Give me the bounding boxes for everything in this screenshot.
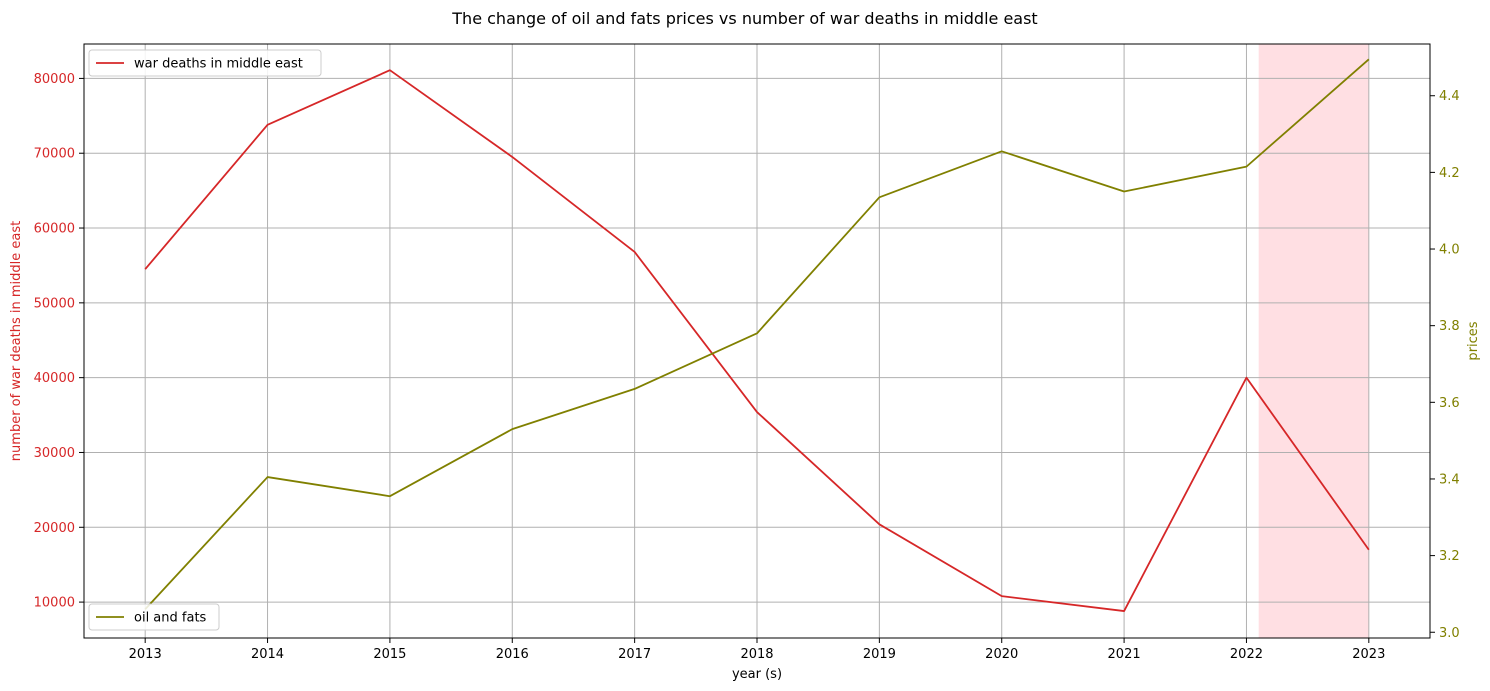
- chart-title: The change of oil and fats prices vs num…: [451, 9, 1037, 28]
- x-tick-label: 2015: [373, 647, 406, 662]
- x-tick-label: 2017: [618, 647, 651, 662]
- y-right-tick-label: 3.8: [1439, 319, 1460, 334]
- legend-layer: war deaths in middle east oil and fats: [88, 49, 322, 631]
- legend-oil-and-fats-label: oil and fats: [134, 611, 207, 626]
- series-line-oil-and-fats: [144, 58, 1370, 610]
- x-tick-label: 2016: [496, 647, 529, 662]
- y-axis-left-label: number of war deaths in middle east: [9, 221, 24, 461]
- y-right-tick-label: 3.4: [1439, 472, 1460, 487]
- x-tick-label: 2014: [251, 647, 284, 662]
- y-right-tick-label: 4.4: [1439, 89, 1460, 104]
- y-right-tick-label: 4.2: [1439, 166, 1460, 181]
- legend-war-deaths-label: war deaths in middle east: [134, 57, 303, 72]
- y-left-tick-label: 10000: [34, 596, 75, 611]
- y-right-tick-label: 3.2: [1439, 549, 1460, 564]
- x-tick-label: 2013: [129, 647, 162, 662]
- y-left-tick-label: 50000: [34, 296, 75, 311]
- y-right-tick-label: 4.0: [1439, 243, 1460, 258]
- shaded-region: [1258, 44, 1369, 638]
- x-tick-label: 2019: [863, 647, 896, 662]
- shaded-region-layer: [1258, 44, 1369, 638]
- y-right-tick-label: 3.6: [1439, 396, 1460, 411]
- x-tick-label: 2022: [1230, 647, 1263, 662]
- legend-war-deaths-box: [88, 49, 322, 77]
- y-left-tick-label: 60000: [34, 222, 75, 237]
- y-left-tick-label: 40000: [34, 371, 75, 386]
- grid-layer: [84, 44, 1430, 638]
- x-tick-label: 2023: [1352, 647, 1385, 662]
- y-left-tick-label: 70000: [34, 147, 75, 162]
- series-layer: [144, 58, 1370, 612]
- x-axis-label: year (s): [732, 667, 782, 682]
- y-left-tick-label: 20000: [34, 521, 75, 536]
- y-right-tick-label: 3.0: [1439, 626, 1460, 641]
- legend-oil-and-fats-box: [88, 603, 220, 631]
- y-axis-right-label: prices: [1466, 321, 1481, 360]
- x-tick-label: 2020: [985, 647, 1018, 662]
- y-left-tick-label: 80000: [34, 72, 75, 87]
- x-tick-label: 2021: [1108, 647, 1141, 662]
- series-line-war-deaths: [144, 69, 1370, 612]
- x-tick-label: 2018: [740, 647, 773, 662]
- axis-layer: 2013 2014 2015 2016 2017 2018 2019 2020 2021 2022…: [34, 72, 1460, 662]
- y-left-tick-label: 30000: [34, 446, 75, 461]
